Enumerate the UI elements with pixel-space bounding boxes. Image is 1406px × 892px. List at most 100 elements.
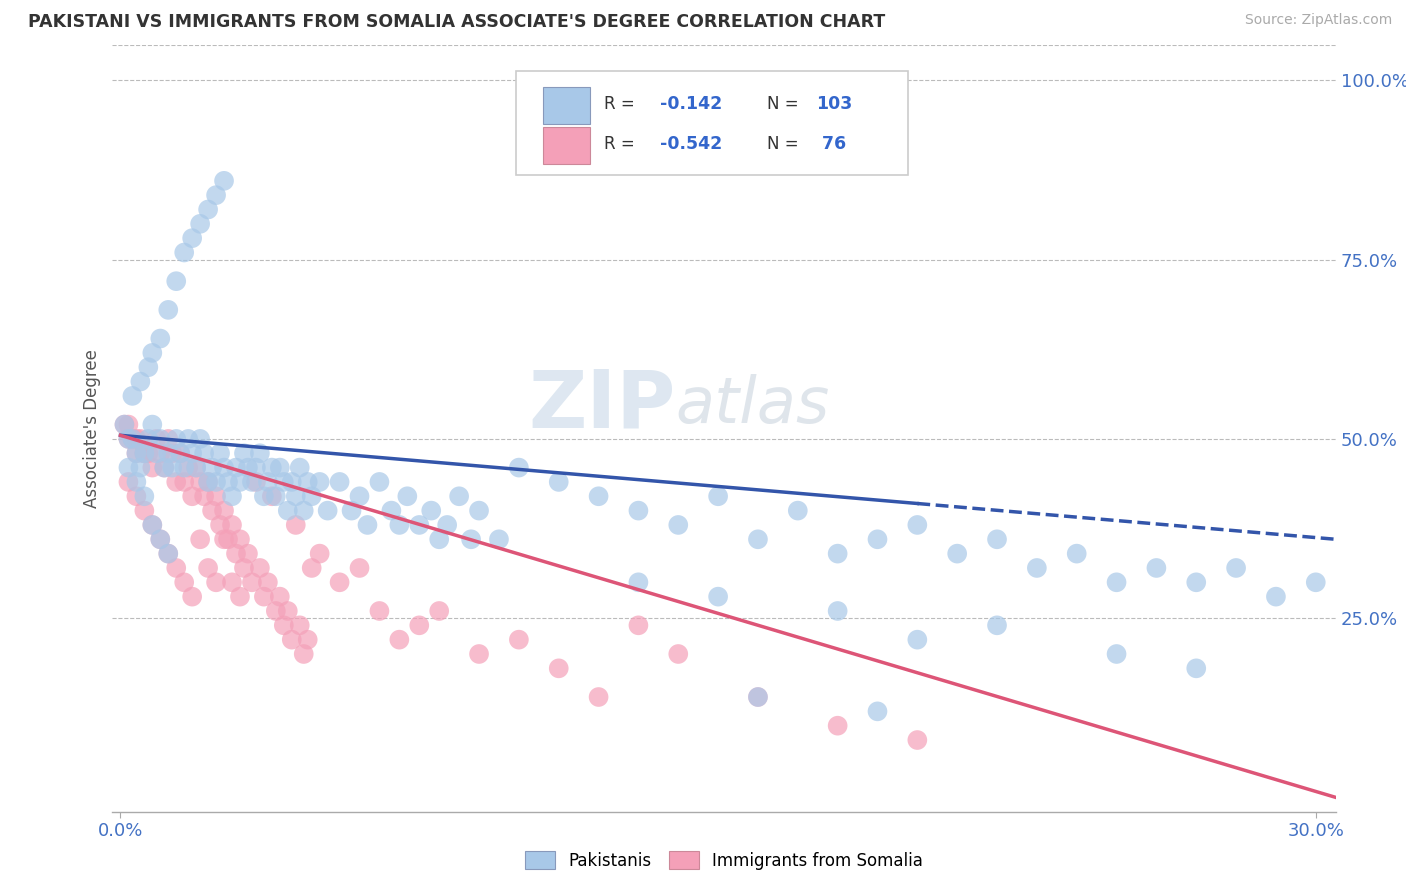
Text: N =: N = [766, 95, 799, 113]
Point [225, 547, 247, 561]
Point [134, 446, 156, 460]
Point [316, 503, 339, 517]
Point [129, 375, 152, 389]
Point [217, 475, 239, 489]
Point [905, 733, 928, 747]
Point [221, 489, 243, 503]
Point [349, 489, 371, 503]
Y-axis label: Associate's Degree: Associate's Degree [83, 349, 101, 508]
Legend: Pakistanis, Immigrants from Somalia: Pakistanis, Immigrants from Somalia [519, 845, 929, 876]
Point [356, 518, 378, 533]
Point [264, 604, 287, 618]
Point [747, 690, 769, 704]
Point [138, 360, 160, 375]
Point [245, 475, 267, 489]
Point [388, 632, 411, 647]
Point [141, 460, 163, 475]
Point [368, 475, 391, 489]
Point [188, 432, 211, 446]
Point [1264, 590, 1286, 604]
Point [292, 503, 315, 517]
Point [460, 533, 482, 547]
Point [827, 547, 849, 561]
Point [181, 446, 204, 460]
Point [547, 661, 569, 675]
Point [205, 475, 228, 489]
Point [1105, 647, 1128, 661]
Point [197, 475, 219, 489]
Point [253, 489, 276, 503]
Point [827, 719, 849, 733]
Point [117, 460, 139, 475]
Point [408, 518, 430, 533]
Point [827, 604, 849, 618]
Point [114, 417, 136, 432]
Point [269, 460, 291, 475]
Point [141, 417, 163, 432]
Point [173, 575, 195, 590]
Point [149, 533, 172, 547]
Text: atlas: atlas [675, 374, 830, 436]
Point [1066, 547, 1088, 561]
Point [427, 533, 450, 547]
Point [946, 547, 969, 561]
Point [229, 533, 252, 547]
Point [121, 432, 143, 446]
Point [1105, 575, 1128, 590]
Point [157, 547, 180, 561]
Point [229, 475, 252, 489]
Point [153, 460, 176, 475]
Point [149, 533, 172, 547]
Point [264, 489, 287, 503]
Point [747, 690, 769, 704]
Point [181, 231, 204, 245]
Text: ZIP: ZIP [527, 366, 675, 444]
Point [707, 489, 730, 503]
Point [1025, 561, 1047, 575]
Point [329, 475, 352, 489]
Point [157, 432, 180, 446]
Point [193, 489, 215, 503]
Point [125, 432, 148, 446]
Point [177, 460, 200, 475]
Point [197, 475, 219, 489]
Point [468, 503, 491, 517]
Point [297, 475, 319, 489]
Point [169, 446, 191, 460]
Point [157, 446, 180, 460]
Point [201, 503, 224, 517]
Point [273, 475, 295, 489]
Point [212, 174, 235, 188]
Point [277, 503, 299, 517]
Text: PAKISTANI VS IMMIGRANTS FROM SOMALIA ASSOCIATE'S DEGREE CORRELATION CHART: PAKISTANI VS IMMIGRANTS FROM SOMALIA ASS… [28, 13, 886, 31]
Point [1185, 661, 1208, 675]
Point [508, 460, 530, 475]
Point [627, 618, 650, 632]
Point [205, 489, 228, 503]
Point [188, 217, 211, 231]
Point [145, 446, 167, 460]
Point [420, 503, 443, 517]
Point [1225, 561, 1247, 575]
Point [145, 432, 167, 446]
Point [225, 460, 247, 475]
Point [205, 575, 228, 590]
Point [162, 446, 184, 460]
Point [349, 561, 371, 575]
Point [281, 475, 304, 489]
Point [134, 446, 156, 460]
Text: R =: R = [605, 95, 640, 113]
Point [141, 346, 163, 360]
Point [181, 590, 204, 604]
Point [866, 533, 889, 547]
Point [786, 503, 808, 517]
Point [117, 432, 139, 446]
Point [986, 533, 1008, 547]
Point [301, 489, 323, 503]
Point [125, 475, 148, 489]
Point [181, 489, 204, 503]
Point [221, 518, 243, 533]
Point [1144, 561, 1167, 575]
Point [436, 518, 458, 533]
Point [212, 503, 235, 517]
